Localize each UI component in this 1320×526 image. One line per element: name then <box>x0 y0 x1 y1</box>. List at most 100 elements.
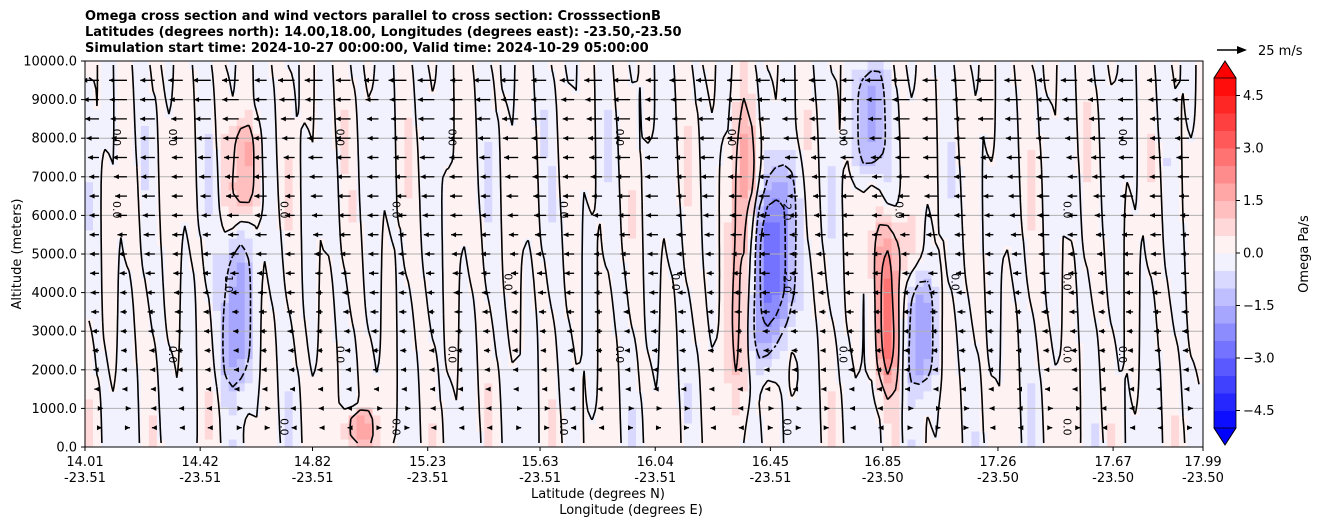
omega-cell <box>92 270 102 279</box>
omega-cell <box>644 141 653 151</box>
omega-cell <box>620 414 629 424</box>
omega-cell <box>340 262 350 271</box>
omega-cell <box>540 197 549 207</box>
omega-cell <box>308 398 318 408</box>
omega-cell <box>707 382 717 392</box>
omega-cell <box>380 173 390 183</box>
omega-cell <box>715 302 725 311</box>
omega-cell <box>324 310 334 319</box>
omega-cell <box>436 165 445 175</box>
omega-cell <box>468 270 477 279</box>
omega-cell <box>564 125 573 134</box>
omega-cell <box>124 141 134 151</box>
omega-cell <box>827 141 837 151</box>
omega-cell <box>843 350 853 360</box>
omega-cell <box>723 165 733 175</box>
omega-cell <box>723 245 733 255</box>
omega-cell <box>628 213 637 223</box>
omega-cell <box>172 398 182 408</box>
omega-cell <box>907 181 917 191</box>
omega-cell <box>252 398 262 408</box>
omega-cell <box>156 286 166 295</box>
omega-cell <box>779 398 789 408</box>
omega-cell <box>604 213 613 223</box>
omega-cell <box>588 366 597 376</box>
omega-cell <box>851 358 861 368</box>
chart-title-line-2: Latitudes (degrees north): 14.00,18.00, … <box>85 25 682 40</box>
omega-cell <box>771 334 781 344</box>
omega-cell <box>196 213 206 223</box>
omega-cell <box>747 374 757 384</box>
omega-cell <box>260 245 270 255</box>
omega-cell <box>268 157 278 167</box>
omega-cell <box>284 245 294 255</box>
omega-cell <box>795 109 805 118</box>
omega-cell <box>140 85 150 94</box>
omega-cell <box>580 69 589 78</box>
omega-cell <box>292 173 302 183</box>
omega-cell <box>116 262 126 271</box>
omega-cell <box>683 221 693 231</box>
omega-cell <box>707 205 717 215</box>
omega-cell <box>891 278 901 287</box>
omega-cell <box>907 149 917 159</box>
omega-cell <box>132 310 142 319</box>
omega-cell <box>763 173 773 183</box>
omega-cell <box>252 85 262 94</box>
omega-cell <box>172 237 182 247</box>
omega-cell <box>747 270 757 279</box>
omega-cell <box>420 254 429 263</box>
omega-cell <box>843 117 853 126</box>
omega-cell <box>388 245 398 255</box>
omega-cell <box>372 382 382 392</box>
omega-cell <box>683 149 693 159</box>
omega-cell <box>907 398 917 408</box>
omega-cell <box>683 318 693 327</box>
omega-cell <box>596 61 605 70</box>
omega-cell <box>460 414 469 424</box>
omega-cell <box>500 382 509 392</box>
omega-cell <box>284 406 294 416</box>
omega-cell <box>779 173 789 183</box>
omega-cell <box>228 342 238 352</box>
omega-cell <box>667 93 677 102</box>
omega-cell <box>779 310 789 319</box>
omega-cell <box>252 438 262 447</box>
omega-cell <box>196 366 206 376</box>
omega-cell <box>85 398 94 408</box>
omega-cell <box>699 197 709 207</box>
omega-cell <box>588 318 597 327</box>
omega-cell <box>667 149 677 159</box>
omega-cell <box>148 358 158 368</box>
omega-cell <box>500 157 509 167</box>
omega-cell <box>108 406 118 416</box>
omega-cell <box>124 125 134 134</box>
omega-cell <box>212 358 222 368</box>
omega-cell <box>620 254 629 263</box>
omega-cell <box>691 366 701 376</box>
omega-cell <box>827 181 837 191</box>
omega-cell <box>556 237 565 247</box>
omega-cell <box>156 93 166 102</box>
omega-cell <box>356 318 366 327</box>
omega-cell <box>100 245 110 255</box>
omega-cell <box>699 245 709 255</box>
omega-cell <box>116 189 126 199</box>
omega-cell <box>500 181 509 191</box>
omega-cell <box>308 310 318 319</box>
omega-cell <box>883 61 893 70</box>
omega-cell <box>699 125 709 134</box>
omega-cell <box>340 414 350 424</box>
omega-cell <box>132 237 142 247</box>
omega-cell <box>100 93 110 102</box>
omega-cell <box>707 398 717 408</box>
omega-cell <box>196 438 206 447</box>
omega-cell <box>268 221 278 231</box>
omega-cell <box>532 181 541 191</box>
omega-cell <box>651 213 661 223</box>
omega-cell <box>180 245 190 255</box>
omega-cell <box>755 237 765 247</box>
omega-cell <box>580 109 589 118</box>
omega-cell <box>276 117 286 126</box>
omega-cell <box>356 77 366 86</box>
